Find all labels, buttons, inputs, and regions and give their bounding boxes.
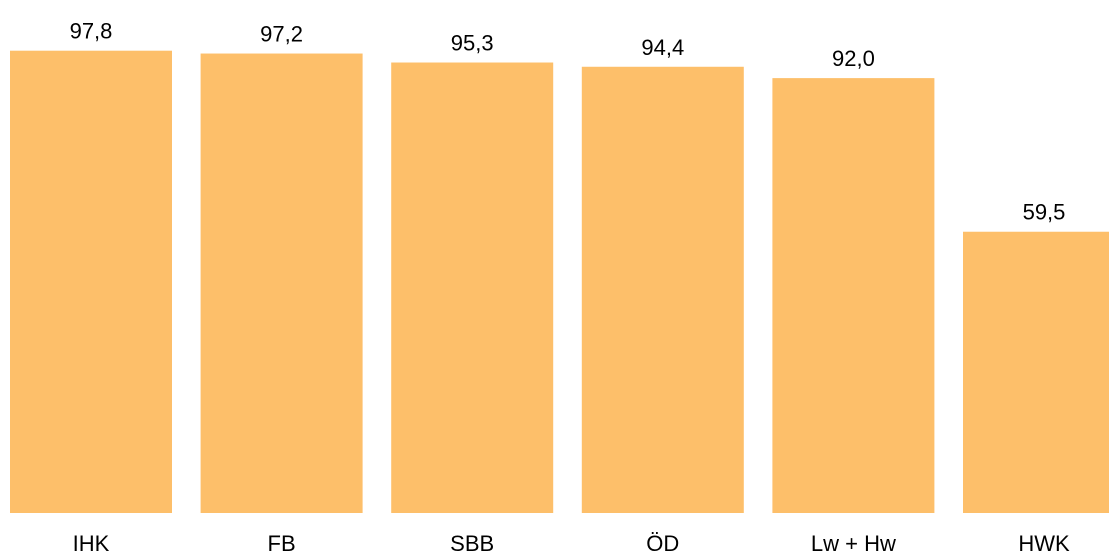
bar-öd bbox=[581, 66, 744, 513]
value-label-fb: 97,2 bbox=[260, 22, 303, 47]
category-label-fb: FB bbox=[268, 531, 296, 556]
category-label-hwk: HWK bbox=[1018, 531, 1070, 556]
category-label-ihk: IHK bbox=[73, 531, 110, 556]
bar-ihk bbox=[10, 50, 172, 513]
value-label-hwk: 59,5 bbox=[1023, 200, 1066, 225]
value-label-ihk: 97,8 bbox=[70, 19, 113, 44]
value-label-lw-hw: 92,0 bbox=[832, 46, 875, 71]
bar-sbb bbox=[391, 62, 554, 513]
value-labels-group: 97,8 97,2 95,3 94,4 92,0 59,5 bbox=[70, 19, 1066, 225]
category-labels-group: IHK FB SBB ÖD Lw + Hw HWK bbox=[73, 531, 1070, 556]
value-label-öd: 94,4 bbox=[641, 35, 684, 60]
category-label-lw-hw: Lw + Hw bbox=[811, 531, 896, 556]
value-label-sbb: 95,3 bbox=[451, 31, 494, 56]
bar-lw-hw bbox=[772, 78, 935, 513]
category-label-öd: ÖD bbox=[646, 531, 679, 556]
bar-hwk bbox=[963, 231, 1109, 513]
bar-fb bbox=[200, 53, 363, 514]
bars-group bbox=[10, 50, 1109, 514]
category-label-sbb: SBB bbox=[450, 531, 494, 556]
